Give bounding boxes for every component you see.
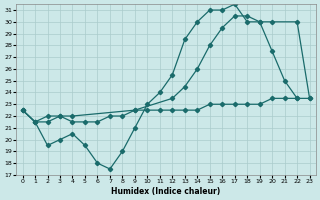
- X-axis label: Humidex (Indice chaleur): Humidex (Indice chaleur): [111, 187, 221, 196]
